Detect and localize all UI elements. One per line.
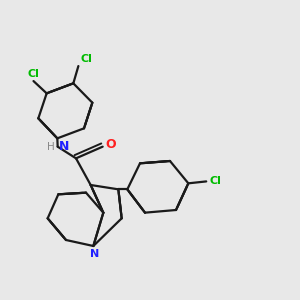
Text: Cl: Cl [28,69,39,79]
Text: Cl: Cl [80,54,92,64]
Text: N: N [59,140,69,153]
Text: Cl: Cl [209,176,221,186]
Text: H: H [47,142,55,152]
Text: N: N [90,249,99,259]
Text: O: O [106,138,116,151]
